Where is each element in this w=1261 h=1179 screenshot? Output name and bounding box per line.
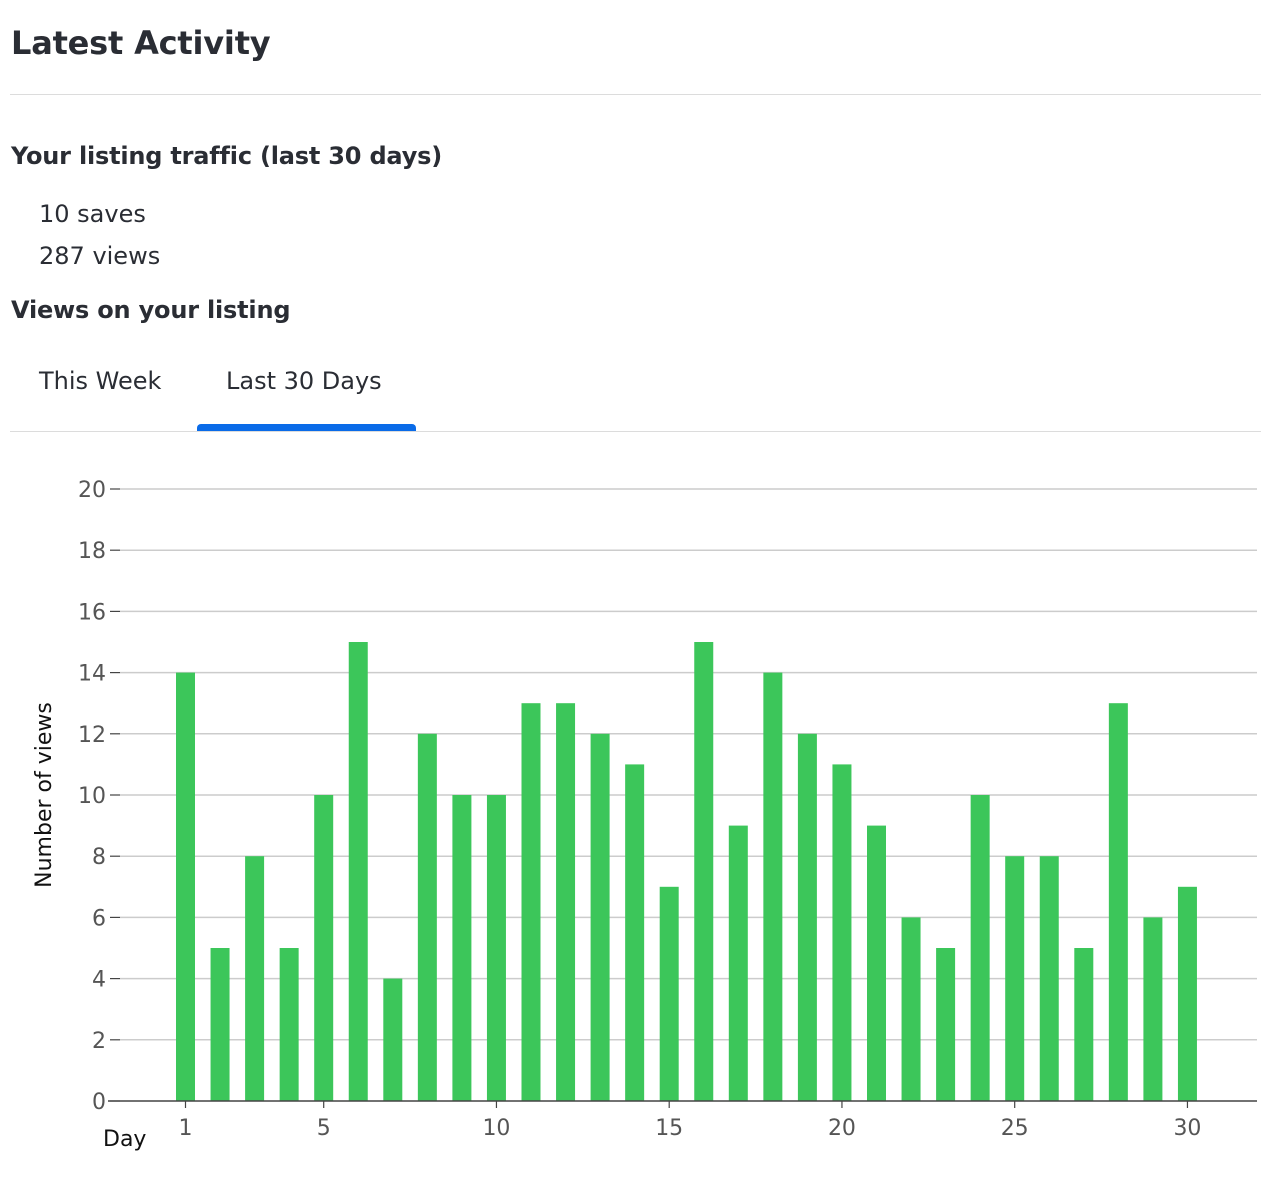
bars xyxy=(176,642,1197,1101)
chart-range-tabs: This Week Last 30 Days xyxy=(10,352,1261,432)
y-tick-label: 4 xyxy=(92,968,106,993)
x-tick-label: 1 xyxy=(179,1116,193,1141)
x-tick-label: 10 xyxy=(482,1116,510,1141)
bar-day-15 xyxy=(659,886,679,1101)
x-tick-label: 25 xyxy=(1001,1116,1029,1141)
bar-day-14 xyxy=(625,764,645,1101)
y-tick-label: 6 xyxy=(92,906,106,931)
y-axis-title: Number of views xyxy=(32,702,57,888)
tab-last-30-days[interactable]: Last 30 Days xyxy=(197,352,416,431)
tab-this-week[interactable]: This Week xyxy=(10,352,197,431)
y-tick-label: 14 xyxy=(78,662,106,687)
bar-day-4 xyxy=(279,948,299,1101)
bar-day-11 xyxy=(521,703,541,1101)
y-tick-label: 8 xyxy=(92,845,106,870)
bar-day-12 xyxy=(556,703,576,1101)
x-tick-label: 15 xyxy=(655,1116,683,1141)
bar-day-8 xyxy=(417,733,437,1101)
bar-day-2 xyxy=(210,948,230,1101)
traffic-heading: Your listing traffic (last 30 days) xyxy=(11,142,442,170)
bar-day-28 xyxy=(1108,703,1128,1101)
page-title: Latest Activity xyxy=(11,24,271,62)
tab-last-30-days-label: Last 30 Days xyxy=(226,367,382,395)
bar-day-19 xyxy=(797,733,817,1101)
bar-day-10 xyxy=(486,795,506,1101)
bar-day-5 xyxy=(314,795,334,1101)
y-tick-label: 18 xyxy=(78,539,106,564)
bar-day-9 xyxy=(452,795,472,1101)
header-divider xyxy=(10,94,1261,95)
x-axis: 1 5 10 15 20 25 30 xyxy=(108,1100,1257,1141)
y-tick-label: 10 xyxy=(78,784,106,809)
views-heading: Views on your listing xyxy=(11,296,291,324)
bar-day-13 xyxy=(590,733,610,1101)
active-tab-indicator xyxy=(197,424,416,431)
bar-day-26 xyxy=(1039,856,1059,1101)
y-tick-label: 16 xyxy=(78,600,106,625)
views-count: 287 views xyxy=(39,242,161,270)
x-tick-label: 5 xyxy=(317,1116,331,1141)
bar-day-18 xyxy=(763,672,783,1101)
y-tick-label: 12 xyxy=(78,723,106,748)
bar-day-1 xyxy=(176,672,195,1101)
bar-day-3 xyxy=(245,856,265,1101)
bar-day-17 xyxy=(728,825,748,1101)
bar-day-20 xyxy=(832,764,852,1101)
bar-day-22 xyxy=(901,917,921,1101)
x-axis-title: Day xyxy=(103,1127,146,1152)
bar-day-25 xyxy=(1005,856,1025,1101)
bar-day-30 xyxy=(1177,886,1197,1101)
y-axis: 0 2 4 6 8 10 12 14 16 18 20 xyxy=(78,478,120,1115)
bar-day-23 xyxy=(936,948,956,1101)
bar-day-24 xyxy=(970,795,990,1101)
tab-this-week-label: This Week xyxy=(39,367,162,395)
bar-day-6 xyxy=(348,642,368,1101)
saves-count: 10 saves xyxy=(39,200,146,228)
y-tick-label: 2 xyxy=(92,1029,106,1054)
bar-day-16 xyxy=(694,642,714,1101)
grid-lines xyxy=(120,488,1257,1041)
y-tick-label: 20 xyxy=(78,478,106,503)
bar-day-29 xyxy=(1143,917,1163,1101)
x-tick-label: 30 xyxy=(1173,1116,1201,1141)
bar-day-27 xyxy=(1074,948,1094,1101)
bar-day-21 xyxy=(867,825,886,1101)
tabs-divider xyxy=(10,431,1261,432)
x-tick-label: 20 xyxy=(828,1116,856,1141)
bar-day-7 xyxy=(383,978,403,1101)
y-tick-label: 0 xyxy=(92,1090,106,1115)
